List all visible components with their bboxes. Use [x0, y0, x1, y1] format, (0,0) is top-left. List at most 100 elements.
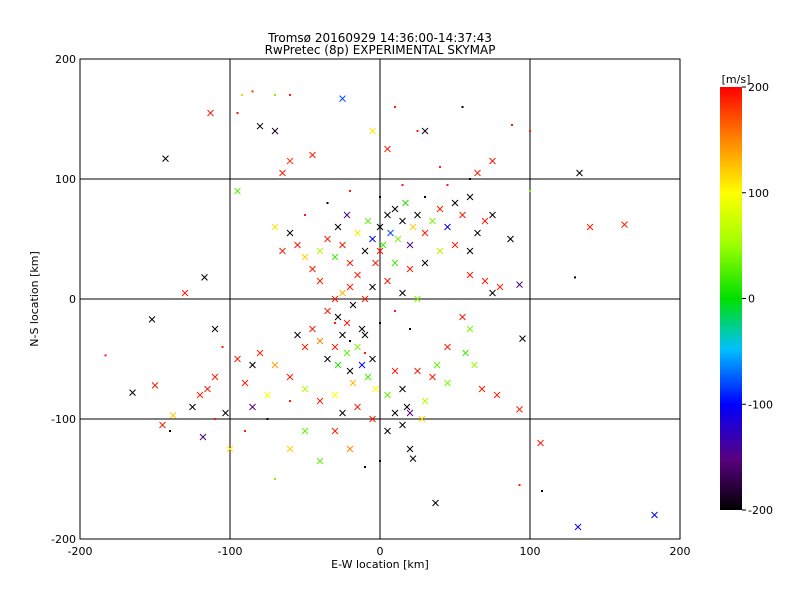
data-point-cross	[331, 295, 339, 303]
data-point-cross	[387, 229, 394, 237]
data-point-cross	[481, 217, 489, 225]
data-point-dot	[244, 430, 246, 432]
data-point-cross	[256, 349, 264, 357]
data-point-cross	[489, 211, 496, 219]
data-point-cross	[286, 445, 294, 453]
data-point-cross	[369, 127, 376, 135]
data-point-cross	[444, 343, 451, 351]
y-tick-label: 100	[55, 173, 76, 186]
x-tick-label: -200	[68, 545, 93, 558]
data-point-cross	[432, 499, 439, 507]
data-point-cross	[234, 187, 241, 195]
data-point-cross	[369, 283, 376, 291]
data-point-cross	[249, 403, 256, 411]
data-point-cross	[151, 382, 159, 389]
data-point-cross	[391, 259, 399, 267]
data-point-cross	[421, 259, 429, 267]
colorbar-tick-label: -100	[748, 398, 773, 411]
chart-subtitle: RwPretec (8p) EXPERIMENTAL SKYMAP	[265, 43, 496, 57]
data-point-cross	[358, 325, 366, 333]
data-point-dot	[416, 130, 419, 132]
data-point-cross	[406, 265, 414, 273]
data-point-cross	[493, 391, 501, 399]
data-point-cross	[391, 205, 399, 213]
data-point-cross	[286, 373, 294, 381]
data-point-dot	[236, 112, 239, 114]
x-tick-label: 100	[520, 545, 541, 558]
data-point-cross	[316, 337, 324, 345]
data-point-cross	[402, 199, 409, 207]
data-point-cross	[516, 281, 523, 288]
colorbar	[720, 87, 742, 510]
data-point-dot	[251, 90, 254, 93]
data-point-cross	[324, 307, 331, 315]
data-point-cross	[349, 301, 357, 309]
data-point-cross	[349, 379, 357, 387]
data-point-cross	[621, 221, 628, 228]
data-point-cross	[372, 385, 379, 393]
data-point-dot	[574, 276, 576, 279]
data-point-cross	[384, 211, 391, 219]
data-point-cross	[409, 223, 417, 231]
data-point-cross	[384, 277, 391, 285]
data-point-dot	[304, 214, 306, 216]
data-point-cross	[576, 169, 583, 177]
data-point-cross	[148, 316, 156, 323]
data-point-cross	[162, 155, 169, 162]
data-point-cross	[316, 247, 324, 255]
data-point-dot	[349, 190, 351, 192]
data-point-cross	[331, 427, 339, 435]
data-point-cross	[466, 193, 474, 201]
data-point-cross	[444, 223, 451, 231]
data-point-cross	[361, 247, 369, 255]
data-point-cross	[354, 229, 361, 237]
x-tick-label: 200	[670, 545, 691, 558]
data-point-dot	[461, 106, 464, 108]
data-point-cross	[399, 421, 406, 429]
data-point-cross	[271, 127, 279, 135]
data-point-cross	[331, 343, 339, 351]
data-point-cross	[376, 223, 384, 231]
data-point-cross	[129, 389, 136, 396]
data-point-cross	[433, 361, 441, 369]
data-point-dot	[379, 460, 381, 462]
colorbar-tick-label: -200	[748, 504, 773, 517]
data-point-dot	[394, 106, 396, 108]
data-point-cross	[199, 433, 207, 441]
data-point-cross	[196, 391, 204, 399]
data-point-cross	[294, 331, 301, 339]
data-point-cross	[519, 335, 526, 342]
data-point-cross	[339, 289, 346, 297]
data-point-cross	[478, 385, 486, 393]
data-point-cross	[466, 325, 474, 333]
data-point-cross	[361, 331, 369, 339]
y-tick-label: -100	[51, 413, 76, 426]
data-point-cross	[211, 325, 219, 333]
data-point-dot	[401, 184, 404, 186]
data-point-cross	[466, 271, 474, 279]
data-point-dot	[274, 478, 276, 480]
data-point-cross	[462, 349, 469, 357]
data-point-cross	[316, 397, 324, 405]
chart-title: Tromsø 20160929 14:36:00-14:37:43	[267, 31, 492, 45]
data-point-dot	[326, 202, 329, 204]
data-point-dot	[289, 400, 291, 402]
data-point-cross	[309, 151, 316, 159]
data-point-cross	[249, 361, 256, 369]
data-point-cross	[496, 283, 504, 291]
data-point-cross	[169, 412, 177, 419]
data-point-cross	[489, 289, 496, 297]
data-point-cross	[444, 379, 451, 387]
data-point-dot	[289, 94, 291, 96]
data-point-cross	[279, 247, 286, 255]
data-point-cross	[421, 229, 429, 237]
data-point-cross	[466, 247, 474, 255]
data-point-dot	[446, 184, 449, 186]
data-point-cross	[436, 247, 444, 255]
data-point-cross	[354, 403, 361, 411]
data-point-cross	[406, 409, 414, 417]
data-point-cross	[421, 397, 429, 405]
data-point-cross	[334, 361, 342, 369]
data-point-cross	[516, 406, 523, 413]
colorbar-ticks: -200 -100 0 100 200	[742, 81, 773, 517]
